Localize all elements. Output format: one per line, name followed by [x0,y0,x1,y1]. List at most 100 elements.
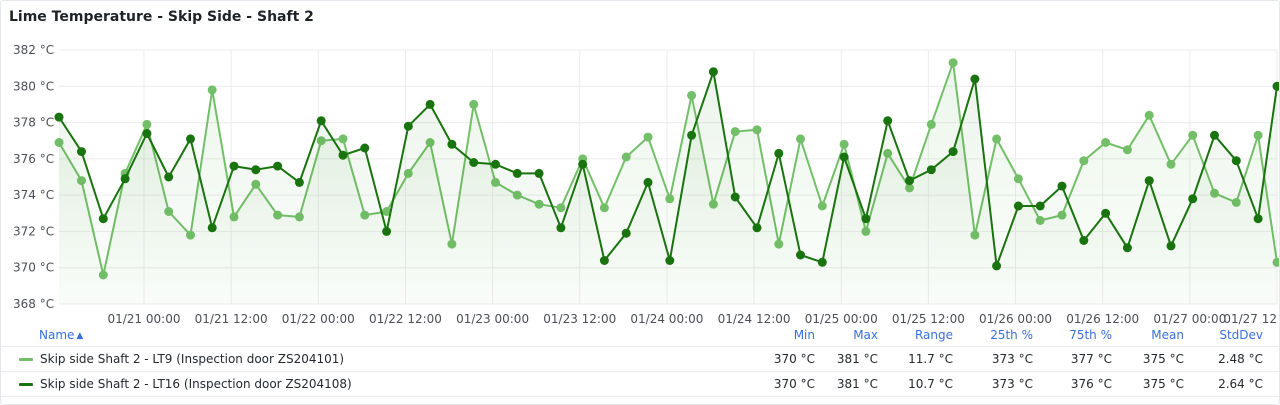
chevron-up-icon: ▲ [76,331,84,341]
data-point [1101,208,1111,218]
data-point [599,256,609,265]
data-point [186,134,195,144]
data-point [512,168,522,178]
data-point [425,99,435,109]
data-point [338,150,348,160]
x-tick-label: 01/26 12:00 [1066,312,1139,326]
data-point [796,250,805,260]
x-tick-label: 01/24 12:00 [718,312,791,326]
data-point [796,134,805,144]
legend-value-min: 370 °C [773,352,815,366]
data-point [534,168,544,178]
data-point [730,192,740,202]
series-layer [54,58,1279,305]
data-point [1013,201,1023,211]
legend-value-p75: 376 °C [1070,377,1112,391]
legend-row[interactable]: Skip side Shaft 2 - LT9 (Inspection door… [1,347,1279,372]
data-point [556,223,566,233]
data-point [273,161,283,171]
data-point [98,214,108,224]
x-tick-label: 01/22 00:00 [282,312,355,326]
data-point [948,58,958,68]
legend-row[interactable]: Skip side Shaft 2 - LT16 (Inspection doo… [1,372,1279,397]
data-point [861,214,871,224]
y-tick-label: 380 °C [13,79,54,93]
data-point [817,201,827,211]
data-point [1253,130,1263,140]
data-point [926,119,936,129]
x-tick-label: 01/23 12:00 [543,312,616,326]
data-point [1272,81,1279,91]
data-point [77,147,86,157]
x-tick-label: 01/26 00:00 [979,312,1052,326]
series-color-swatch[interactable] [19,383,33,386]
data-point [1188,130,1198,140]
legend-header-range[interactable]: Range [914,328,953,342]
legend-value-max: 381 °C [836,377,878,391]
legend-header-stddev[interactable]: StdDev [1219,328,1263,342]
x-tick-label: 01/25 00:00 [805,312,878,326]
x-tick-label: 01/21 12:00 [195,312,268,326]
y-tick-label: 374 °C [13,188,54,202]
legend-series-name[interactable]: Skip side Shaft 2 - LT16 (Inspection doo… [40,377,352,391]
data-point [883,116,893,126]
data-point [142,129,152,138]
data-point [1057,181,1067,191]
data-point [1122,145,1132,155]
legend-value-stddev: 2.48 °C [1218,352,1263,366]
data-point [970,74,980,84]
data-point [1035,201,1045,211]
data-point [1122,243,1132,253]
legend-header-min[interactable]: Min [793,328,815,342]
data-point [839,139,849,149]
data-point [926,165,936,175]
data-point [1166,159,1176,169]
y-tick-label: 368 °C [13,297,54,311]
x-tick-label: 01/27 00:00 [1153,312,1226,326]
legend-value-mean: 375 °C [1142,377,1184,391]
y-axis: 368 °C 370 °C 372 °C 374 °C 376 °C 378 °C 380 … [13,43,54,311]
legend-value-p25: 373 °C [991,377,1033,391]
legend-header-p25[interactable]: 25th % [990,328,1033,342]
x-tick-label: 01/21 00:00 [107,312,180,326]
legend-series-name[interactable]: Skip side Shaft 2 - LT9 (Inspection door… [40,352,345,366]
data-point [164,172,174,182]
y-tick-label: 382 °C [13,43,54,57]
legend-header-name[interactable]: Name ▲ [39,324,83,348]
data-point [730,127,740,137]
data-point [54,112,64,122]
data-point [316,116,326,126]
x-tick-label: 01/23 00:00 [456,312,529,326]
data-point [687,130,697,140]
data-point [687,90,697,100]
legend-header-mean[interactable]: Mean [1151,328,1184,342]
data-point [752,223,762,233]
y-tick-label: 378 °C [13,116,54,130]
data-point [251,165,261,175]
data-point [1079,156,1089,166]
data-point [992,261,1002,271]
data-point [621,228,631,238]
legend-header-p75[interactable]: 75th % [1069,328,1112,342]
data-point [229,161,239,171]
data-point [491,159,500,169]
data-point [382,207,392,216]
data-point [1188,194,1198,204]
y-tick-label: 376 °C [13,152,54,166]
data-point [992,134,1002,144]
data-point [948,147,958,157]
data-point [578,159,588,169]
data-point [817,257,827,267]
data-point [360,143,370,153]
legend-value-p75: 377 °C [1070,352,1112,366]
data-point [1253,214,1263,224]
legend-value-p25: 373 °C [991,352,1033,366]
legend-header-max[interactable]: Max [853,328,878,342]
data-point [774,148,784,158]
data-point [338,134,348,144]
panel-title: Lime Temperature - Skip Side - Shaft 2 [9,9,314,25]
data-point [469,158,479,167]
series-color-swatch[interactable] [19,358,33,361]
legend-value-max: 381 °C [836,352,878,366]
